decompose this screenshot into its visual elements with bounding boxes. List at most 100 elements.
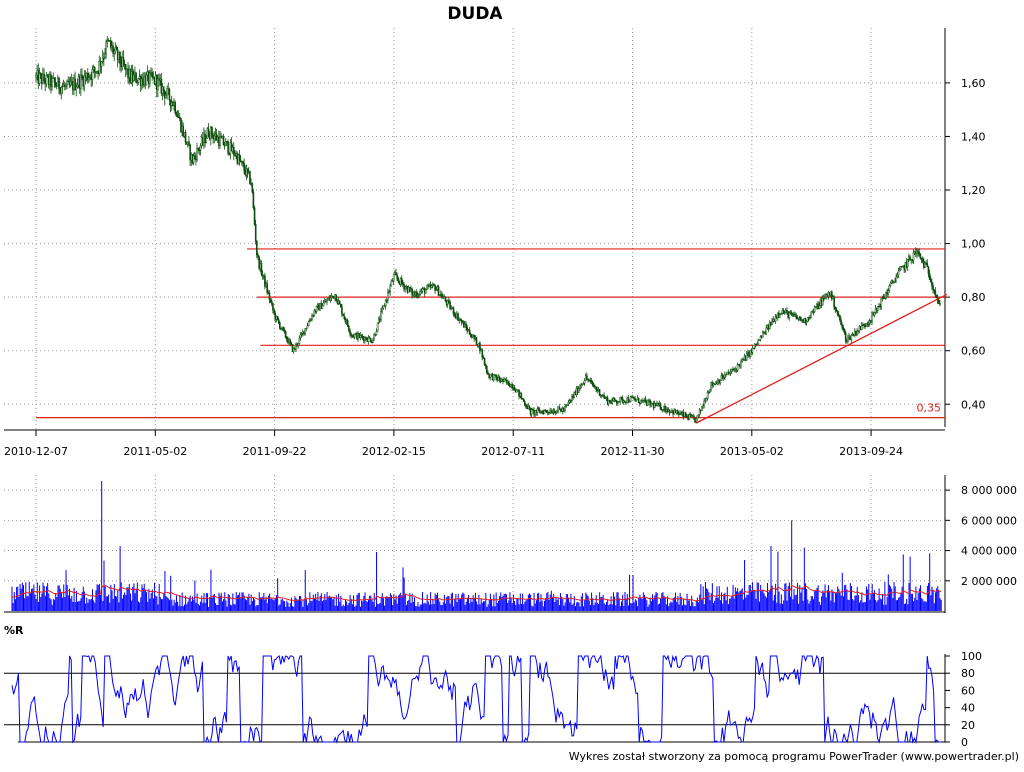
price-candle-body: [389, 285, 392, 293]
volume-bar: [117, 590, 119, 611]
volume-bar: [885, 604, 887, 611]
volume-bar: [745, 597, 747, 611]
volume-bar: [638, 598, 640, 611]
volume-bar: [519, 593, 521, 611]
volume-bar: [155, 595, 157, 611]
volume-bar: [29, 593, 31, 611]
price-candle-body: [122, 57, 125, 65]
volume-bar: [729, 598, 731, 611]
price-candle-body: [710, 382, 712, 390]
volume-bar: [499, 596, 501, 611]
volume-bar: [281, 598, 283, 611]
volume-bar: [863, 602, 865, 611]
volume-bar: [749, 584, 751, 611]
volume-bar: [180, 606, 182, 611]
price-candle-body: [703, 400, 706, 406]
volume-bar: [932, 590, 934, 611]
price-candle-body: [635, 399, 638, 401]
price-candle-body: [777, 312, 779, 318]
price-candle-body: [188, 141, 190, 146]
price-candle-body: [196, 148, 198, 161]
volume-bar: [752, 582, 754, 611]
price-candle-body: [583, 380, 586, 384]
volume-bar: [379, 603, 381, 611]
volume-bar: [139, 602, 141, 611]
volume-bar: [323, 599, 325, 611]
volume-bar: [895, 600, 897, 611]
volume-bar: [802, 600, 804, 611]
volume-bar: [26, 595, 28, 611]
volume-bar: [547, 592, 549, 611]
volume-bar: [17, 586, 19, 611]
price-candle-body: [175, 112, 178, 117]
price-candle-body: [60, 87, 63, 94]
volume-bar: [18, 596, 20, 611]
volume-bar: [64, 597, 66, 611]
price-candle-body: [586, 375, 588, 380]
volume-bar: [621, 601, 622, 611]
volume-bar: [295, 598, 297, 611]
volume-bar: [708, 592, 710, 611]
price-candle-body: [725, 374, 727, 376]
price-candle-body: [536, 408, 539, 413]
price-candle-body: [757, 340, 760, 345]
price-candle-body: [65, 84, 67, 87]
volume-bar: [868, 583, 870, 611]
volume-bar: [570, 594, 572, 611]
volume-bar: [526, 599, 528, 611]
price-horizontal-lines: 0,35: [36, 248, 945, 419]
volume-bar: [681, 605, 683, 611]
price-candle-body: [165, 94, 167, 99]
price-candle-body: [289, 339, 291, 344]
volume-bar: [44, 595, 46, 611]
volume-bar: [468, 594, 470, 611]
price-candle-body: [380, 311, 382, 321]
volume-bar: [46, 586, 47, 611]
volume-bar: [346, 601, 348, 611]
volume-bar: [580, 596, 582, 611]
price-candle-body: [395, 272, 397, 276]
price-candle-body: [460, 319, 463, 323]
volume-bar: [135, 588, 137, 611]
price-candle-body: [177, 116, 180, 118]
volume-bar: [931, 586, 933, 611]
volume-bar: [387, 596, 389, 611]
volume-bar: [58, 585, 60, 611]
volume-bar: [31, 588, 33, 611]
price-candle-body: [343, 315, 346, 319]
price-candle-body: [307, 321, 310, 326]
volume-bar: [639, 594, 641, 611]
volume-bar: [454, 598, 456, 611]
volume-bar: [324, 594, 326, 611]
price-candle-body: [243, 163, 245, 171]
date-tick-label: 2011-05-02: [123, 445, 187, 458]
volume-bar: [773, 594, 775, 611]
williams-r-axis: 100 80 60 40 20 0: [945, 650, 982, 749]
volume-bar: [218, 592, 220, 611]
volume-bar: [721, 592, 723, 611]
volume-bar: [890, 586, 892, 611]
price-candle-body: [373, 334, 375, 341]
volume-bar: [144, 590, 146, 611]
volume-bar: [93, 600, 95, 611]
volume-bar: [713, 602, 714, 611]
volume-bar: [940, 599, 942, 611]
price-candle-body: [492, 374, 495, 381]
volume-bar: [296, 599, 298, 611]
price-candle-body: [856, 330, 858, 336]
price-candle-body: [566, 403, 569, 406]
volume-bar: [552, 596, 553, 611]
price-candle-body: [664, 405, 666, 412]
price-candle-body: [741, 358, 743, 362]
price-candle-body: [729, 371, 732, 374]
price-candle-body: [842, 326, 845, 330]
volume-bar: [60, 593, 62, 611]
volume-bar: [679, 593, 681, 611]
price-candle-body: [518, 389, 520, 397]
volume-bar: [493, 594, 495, 611]
volume-bar: [899, 596, 901, 611]
volume-bar: [798, 603, 800, 611]
price-candle-body: [168, 89, 171, 100]
volume-bar: [150, 593, 152, 611]
volume-bar: [704, 581, 706, 611]
